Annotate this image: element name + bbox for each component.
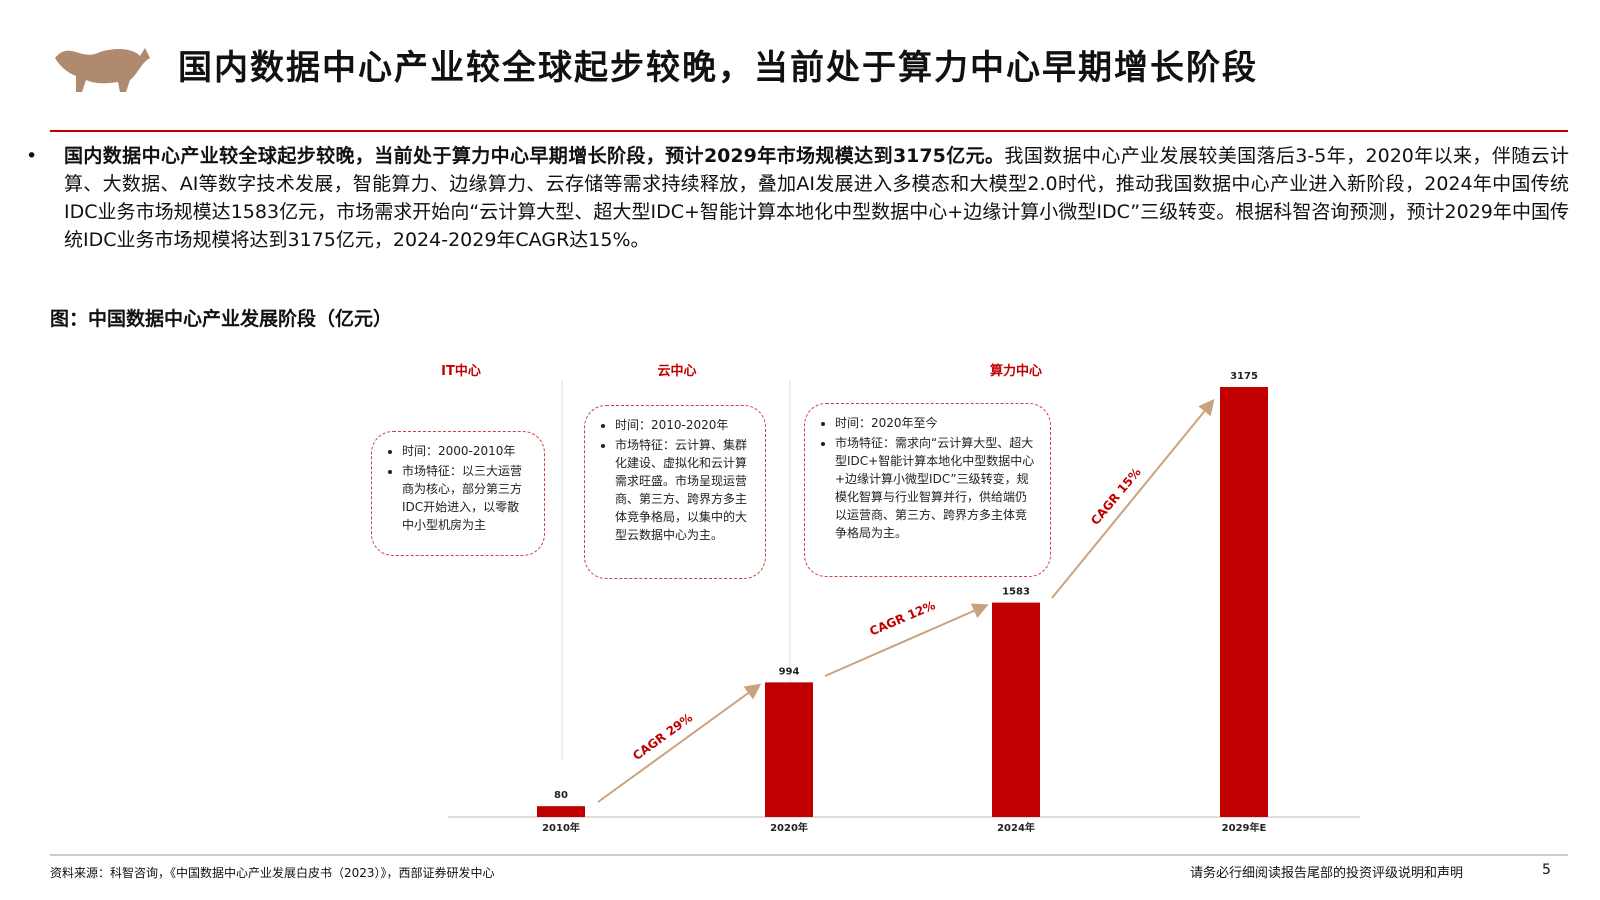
chart-title: 图：中国数据中心产业发展阶段（亿元） [50,308,393,330]
paragraph: 国内数据中心产业较全球起步较晚，当前处于算力中心早期增长阶段，预计2029年市场… [64,142,1569,254]
phase-item: 时间：2020年至今 [835,414,1036,432]
phase-list: 时间：2000-2010年市场特征：以三大运营商为核心，部分第三方IDC开始进入… [386,442,530,534]
phase-item: 市场特征：以三大运营商为核心，部分第三方IDC开始进入，以零散中小型机房为主 [402,462,530,534]
phase-list: 时间：2020年至今市场特征：需求向“云计算大型、超大型IDC+智能计算本地化中… [819,414,1036,542]
cagr-arrow [597,683,762,803]
logo [55,48,150,92]
phase-item: 时间：2000-2010年 [402,442,530,460]
cagr-arrow [1051,398,1215,599]
disclaimer: 请务必行细阅读报告尾部的投资评级说明和声明 [1190,866,1464,881]
page-number: 5 [1542,862,1551,878]
cagr-arrow [824,603,989,677]
x-tick-label: 2010年 [542,821,580,834]
x-tick-label: 2020年 [770,821,808,834]
bullet: • [26,145,38,167]
phase-item: 市场特征：云计算、集群化建设、虚拟化和云计算需求旺盛。市场呈现运营商、第三方、跨… [615,436,751,544]
phase-label: 云中心 [657,364,697,379]
source: 资料来源：科智咨询，《中国数据中心产业发展白皮书（2023）》，西部证券研发中心 [50,866,495,880]
phase-item: 时间：2010-2020年 [615,416,751,434]
bar [1220,387,1268,817]
phase-list: 时间：2010-2020年市场特征：云计算、集群化建设、虚拟化和云计算需求旺盛。… [599,416,751,544]
title: 国内数据中心产业较全球起步较晚，当前处于算力中心早期增长阶段 [178,48,1258,88]
phase-box: 时间：2000-2010年市场特征：以三大运营商为核心，部分第三方IDC开始进入… [371,431,545,556]
phase-label: IT中心 [441,364,481,379]
phase-label: 算力中心 [989,364,1043,379]
x-tick-label: 2029年E [1222,821,1267,834]
bar [537,806,585,817]
phase-box: 时间：2020年至今市场特征：需求向“云计算大型、超大型IDC+智能计算本地化中… [804,403,1051,577]
bar [992,602,1040,817]
value-label: 1583 [1002,587,1030,598]
value-label: 80 [554,790,568,801]
phase-item: 市场特征：需求向“云计算大型、超大型IDC+智能计算本地化中型数据中心+边缘计算… [835,434,1036,542]
value-label: 3175 [1230,371,1258,382]
phase-box: 时间：2010-2020年市场特征：云计算、集群化建设、虚拟化和云计算需求旺盛。… [584,405,766,579]
x-tick-label: 2024年 [997,821,1035,834]
bar [765,682,813,817]
bold-text: 国内数据中心产业较全球起步较晚，当前处于算力中心早期增长阶段，预计2029年市场… [64,145,1005,167]
text: 我国数据中心产业发展较美国落后3-5年，2020年以来，伴随云计算、大数据、AI… [64,145,1570,251]
value-label: 994 [779,666,800,677]
